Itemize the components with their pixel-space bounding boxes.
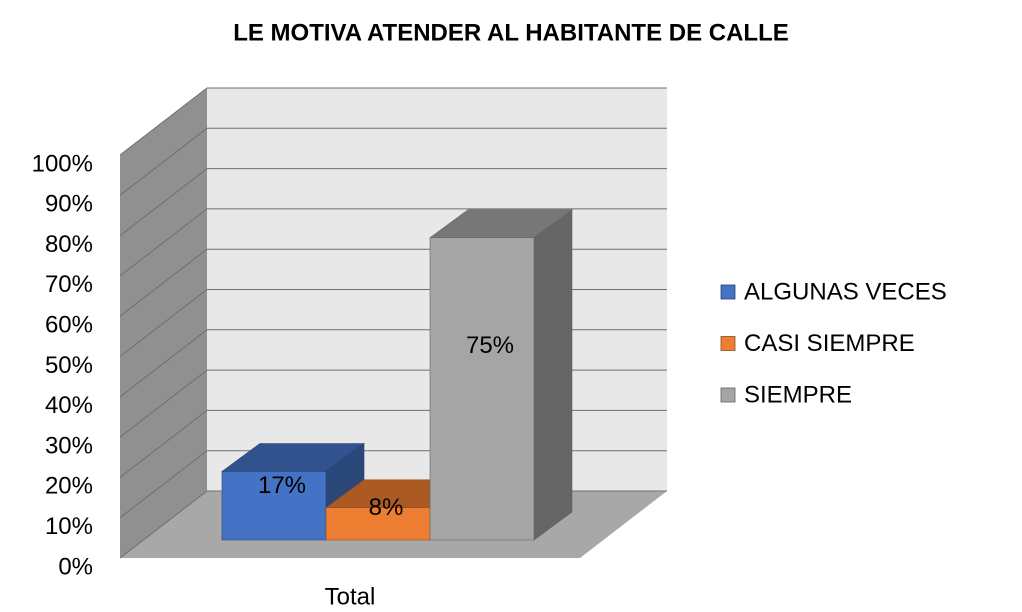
grid-line <box>119 168 667 236</box>
data-label: 75% <box>466 332 514 359</box>
y-tick-label: 30% <box>45 432 93 459</box>
legend-swatch <box>720 336 736 351</box>
y-tick-label: 50% <box>45 352 93 379</box>
y-tick-label: 0% <box>58 553 93 580</box>
y-tick-label: 80% <box>45 231 93 258</box>
legend-label: CASI SIEMPRE <box>744 330 915 357</box>
bar-side <box>533 209 573 541</box>
bar-front <box>429 237 535 541</box>
y-tick-label: 60% <box>45 312 93 339</box>
y-tick-label: 90% <box>45 191 93 218</box>
data-label: 17% <box>258 472 306 499</box>
chart-title: LE MOTIVA ATENDER AL HABITANTE DE CALLE <box>233 19 789 46</box>
grid-line <box>119 208 667 277</box>
legend-swatch <box>720 387 736 403</box>
y-tick-label: 40% <box>45 392 93 419</box>
data-label: 8% <box>369 494 404 521</box>
y-tick-label: 10% <box>45 513 93 540</box>
x-tick-label: Total <box>325 583 376 610</box>
legend-label: SIEMPRE <box>744 381 852 408</box>
legend-swatch <box>720 284 736 300</box>
grid-line <box>119 87 667 156</box>
bar <box>429 209 573 541</box>
y-tick-label: 70% <box>45 271 93 298</box>
y-tick-label: 100% <box>32 150 93 177</box>
grid-line <box>119 127 667 196</box>
legend-label: ALGUNAS VECES <box>744 278 947 305</box>
y-tick-label: 20% <box>45 473 93 500</box>
